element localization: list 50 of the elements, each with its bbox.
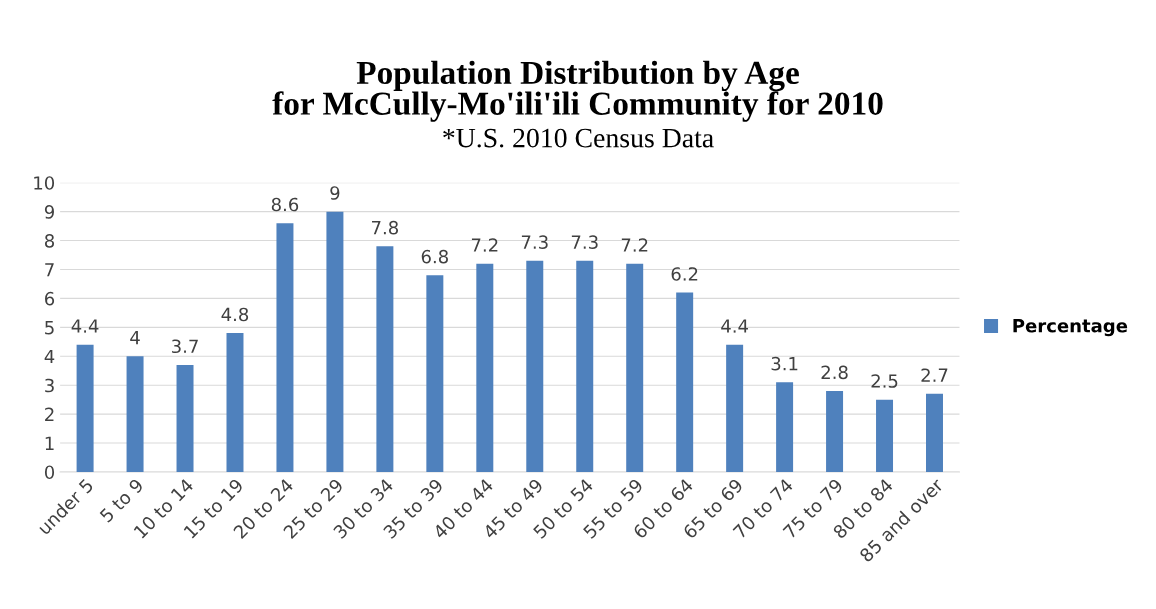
bar [676, 292, 694, 472]
bar [776, 382, 794, 472]
bar [226, 333, 244, 472]
data-label: 2.5 [871, 374, 898, 388]
y-tick-label: 8 [44, 234, 55, 248]
bar [426, 275, 444, 472]
data-label: 7.2 [621, 238, 648, 252]
data-label: 8.6 [271, 197, 299, 212]
bar [76, 344, 94, 472]
chart-subtitle: *U.S. 2010 Census Data [443, 128, 714, 148]
data-label: 3.1 [771, 356, 798, 371]
y-tick-label: 5 [45, 321, 54, 335]
y-tick-label: 2 [45, 407, 54, 421]
bar [276, 223, 294, 472]
data-label: 7.2 [471, 238, 498, 252]
data-label: 3.7 [172, 339, 198, 354]
bar [576, 260, 594, 472]
bar [376, 246, 394, 472]
data-label: 9 [330, 186, 340, 200]
bar [826, 390, 844, 472]
bar [476, 263, 494, 472]
data-label: 6.2 [671, 267, 698, 281]
bar [926, 393, 943, 472]
data-label: 4.8 [221, 307, 249, 322]
data-label: 2.7 [921, 368, 948, 382]
y-tick-label: 3 [45, 378, 54, 393]
bar [526, 260, 544, 472]
legend-label: Percentage [1013, 319, 1128, 337]
data-label: 7.3 [571, 235, 598, 249]
bar [126, 356, 144, 472]
data-label: 4.4 [71, 319, 99, 333]
y-tick-label: 4 [44, 349, 55, 364]
y-tick-label: 1 [45, 436, 54, 450]
y-tick-label: 9 [44, 205, 54, 219]
y-tick-label: 0 [44, 465, 55, 480]
y-tick-label: 10 [34, 176, 55, 190]
bar [626, 263, 644, 472]
bar [326, 211, 344, 472]
y-tick-label: 7 [45, 263, 54, 277]
chart-title: Population Distribution by Age for McCully-Mo'ili'ili Community for 2010 [272, 60, 883, 122]
bar [726, 344, 744, 472]
data-label: 4 [130, 331, 140, 345]
data-label: 4.4 [721, 319, 748, 333]
bar [176, 364, 194, 472]
data-label: 6.8 [421, 249, 448, 264]
data-label: 7.3 [521, 235, 548, 249]
data-label: 2.8 [821, 365, 848, 380]
bar [876, 399, 894, 472]
y-tick-label: 6 [45, 291, 55, 306]
data-label: 7.8 [372, 220, 399, 235]
